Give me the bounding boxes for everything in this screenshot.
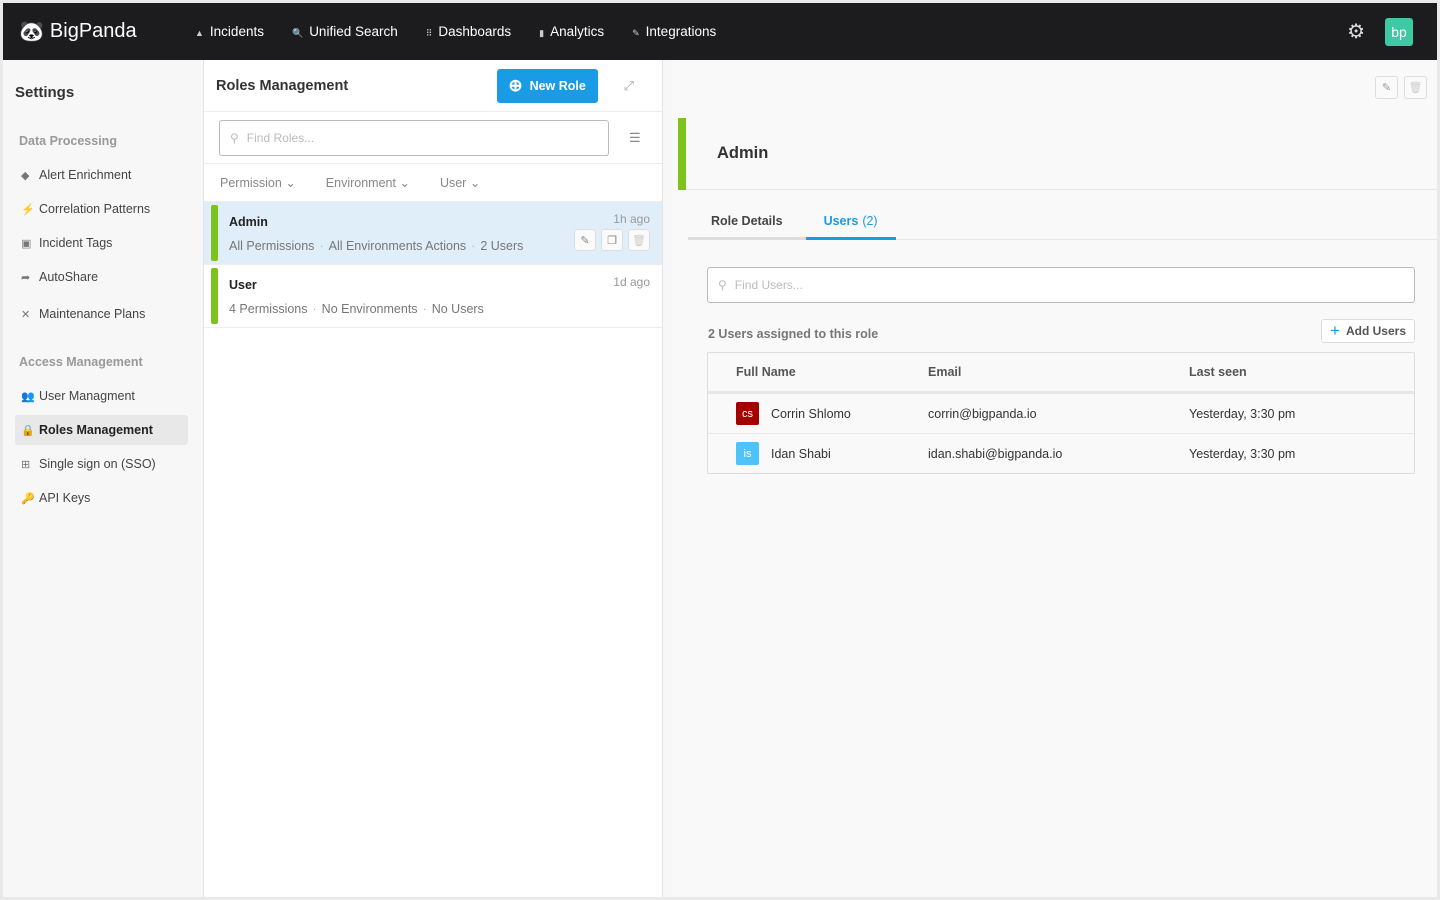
section-access-management: Access Management bbox=[19, 355, 143, 369]
tag-icon: ◆ bbox=[21, 169, 30, 182]
triangle-icon: ▲ bbox=[195, 28, 204, 38]
assigned-count: 2 Users assigned to this role bbox=[708, 327, 879, 341]
edit-icon[interactable]: ✎ bbox=[1375, 76, 1398, 99]
filter-environment[interactable]: Environment ⌄ bbox=[325, 176, 410, 190]
sidebar-title: Settings bbox=[15, 84, 75, 101]
gear-icon[interactable]: ⚙ bbox=[1347, 21, 1365, 43]
logo[interactable]: 🐼 BigPanda bbox=[19, 20, 137, 43]
add-users-button[interactable]: + Add Users bbox=[1321, 319, 1415, 343]
tab-role-details[interactable]: Role Details bbox=[688, 205, 806, 240]
trash-icon[interactable]: 🗑 bbox=[628, 229, 650, 251]
nav-analytics[interactable]: ▮ Analytics bbox=[539, 24, 605, 39]
find-users-input[interactable]: ⚲ Find Users... bbox=[707, 267, 1415, 303]
square-icon: ▣ bbox=[21, 237, 32, 250]
bar-chart-icon: ▮ bbox=[539, 28, 545, 38]
sort-list-icon[interactable]: ☰ bbox=[629, 129, 641, 145]
filter-permission[interactable]: Permission ⌄ bbox=[220, 176, 296, 190]
sidebar-item-correlation-patterns[interactable]: ⚡ Correlation Patterns bbox=[21, 202, 151, 216]
role-row-admin[interactable]: Admin All Permissions · All Environments A… bbox=[204, 202, 662, 265]
panel-title: Roles Management bbox=[216, 77, 349, 94]
key-icon: 🔑 bbox=[21, 492, 35, 505]
chevron-down-icon: ⌄ bbox=[399, 176, 410, 190]
table-row[interactable]: is Idan Shabi idan.shabi@bigpanda.io Yeste… bbox=[708, 433, 1414, 473]
role-color-bar bbox=[211, 268, 218, 324]
new-role-button[interactable]: ⊕ New Role bbox=[496, 68, 598, 103]
sidebar-item-autoshare[interactable]: ➦ AutoShare bbox=[21, 270, 99, 284]
sidebar-item-roles-management[interactable]: 🔒 Roles Management bbox=[15, 415, 188, 445]
role-color-bar bbox=[211, 205, 218, 261]
tools-icon: ✕ bbox=[21, 308, 31, 321]
top-bar: 🐼 BigPanda ▲ Incidents 🔍 Unified Search ⠿ Da… bbox=[3, 3, 1437, 60]
nav-dashboards[interactable]: ⠿ Dashboards bbox=[425, 24, 512, 39]
tab-users[interactable]: Users (2) bbox=[805, 205, 896, 240]
lock-icon: 🔒 bbox=[21, 424, 35, 437]
role-detail-panel: ✎ 🗑 Admin Role Details Users (2) ⚲ Find Use… bbox=[672, 60, 1437, 897]
sidebar-item-incident-tags[interactable]: ▣ Incident Tags bbox=[21, 236, 113, 250]
sign-in-icon: ⊞ bbox=[21, 458, 31, 471]
plug-icon: ✎ bbox=[632, 28, 640, 38]
search-icon: 🔍 bbox=[291, 28, 304, 38]
sidebar-item-api-keys[interactable]: 🔑 API Keys bbox=[21, 491, 91, 505]
table-row[interactable]: cs Corrin Shlomo corrin@bigpanda.io Yester… bbox=[708, 393, 1414, 433]
sidebar-item-alert-enrichment[interactable]: ◆ Alert Enrichment bbox=[21, 168, 132, 182]
avatar[interactable]: bp bbox=[1385, 17, 1413, 46]
settings-sidebar: Settings Data Processing ◆ Alert Enrichme… bbox=[3, 60, 203, 897]
panda-icon: 🐼 bbox=[19, 21, 44, 43]
filter-user[interactable]: User ⌄ bbox=[439, 176, 481, 190]
edit-icon[interactable]: ✎ bbox=[574, 229, 596, 251]
role-row-user[interactable]: User 4 Permissions · No Environments · No Us… bbox=[204, 265, 662, 328]
bolt-icon: ⚡ bbox=[21, 203, 35, 216]
roles-panel: Roles Management ⊕ New Role ⤢ ⚲ Find Roles… bbox=[203, 60, 663, 897]
app-window: 🐼 BigPanda ▲ Incidents 🔍 Unified Search ⠿ Da… bbox=[3, 3, 1437, 897]
role-title: Admin bbox=[717, 144, 769, 162]
grid-icon: ⠿ bbox=[425, 28, 433, 38]
plus-icon: + bbox=[1330, 321, 1340, 340]
chevron-down-icon: ⌄ bbox=[285, 176, 296, 190]
sidebar-item-maintenance-plans[interactable]: ✕ Maintenance Plans bbox=[21, 307, 146, 321]
nav-incidents[interactable]: ▲ Incidents bbox=[195, 24, 264, 39]
duplicate-icon[interactable]: ❐ bbox=[601, 229, 623, 251]
role-color-bar bbox=[678, 118, 686, 190]
find-roles-input[interactable]: ⚲ Find Roles... bbox=[219, 119, 609, 156]
user-avatar: cs bbox=[736, 402, 759, 425]
share-icon: ➦ bbox=[21, 271, 31, 284]
sidebar-item-user-management[interactable]: 👥 User Managment bbox=[21, 389, 135, 403]
search-icon: ⚲ bbox=[718, 278, 727, 292]
sidebar-item-sso[interactable]: ⊞ Single sign on (SSO) bbox=[21, 457, 156, 471]
users-icon: 👥 bbox=[21, 390, 35, 403]
plus-circle-icon: ⊕ bbox=[508, 75, 523, 95]
nav-unified-search[interactable]: 🔍 Unified Search bbox=[291, 24, 398, 39]
section-data-processing: Data Processing bbox=[19, 134, 117, 148]
nav-integrations[interactable]: ✎ Integrations bbox=[632, 24, 717, 39]
chevron-down-icon: ⌄ bbox=[469, 176, 481, 190]
user-avatar: is bbox=[736, 442, 759, 465]
trash-icon[interactable]: 🗑 bbox=[1404, 76, 1427, 99]
users-table: Full Name Email Last seen cs Corrin Shlomo … bbox=[707, 352, 1415, 474]
search-icon: ⚲ bbox=[230, 130, 239, 145]
expand-icon[interactable]: ⤢ bbox=[623, 77, 634, 93]
